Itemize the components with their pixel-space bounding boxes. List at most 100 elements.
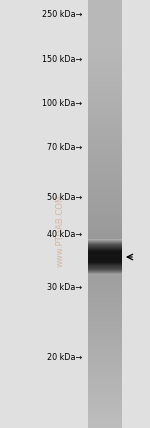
Bar: [88, 373, 122, 374]
Bar: [88, 322, 122, 323]
Bar: [88, 83, 122, 85]
Bar: [88, 8, 122, 9]
Bar: [88, 329, 122, 330]
Bar: [88, 247, 122, 248]
Bar: [88, 132, 122, 133]
Bar: [88, 280, 122, 282]
Bar: [88, 382, 122, 383]
Bar: [88, 48, 122, 49]
Bar: [88, 273, 122, 274]
Bar: [88, 78, 122, 79]
Bar: [88, 199, 122, 200]
Bar: [88, 90, 122, 91]
Bar: [88, 91, 122, 92]
Bar: [88, 94, 122, 95]
Bar: [88, 222, 122, 223]
Bar: [88, 260, 122, 261]
Bar: [88, 76, 122, 77]
Bar: [88, 95, 122, 96]
Bar: [88, 216, 122, 217]
Bar: [88, 284, 122, 285]
Bar: [88, 291, 122, 292]
Bar: [88, 339, 122, 340]
Bar: [88, 313, 122, 315]
Bar: [88, 353, 122, 354]
Bar: [88, 332, 122, 333]
Bar: [88, 357, 122, 359]
Bar: [88, 101, 122, 102]
Bar: [88, 300, 122, 301]
Bar: [88, 263, 122, 265]
Bar: [88, 201, 122, 202]
Bar: [88, 122, 122, 123]
Bar: [88, 115, 122, 116]
Bar: [88, 395, 122, 396]
Bar: [88, 153, 122, 154]
Bar: [88, 29, 122, 30]
Bar: [88, 145, 122, 146]
Bar: [88, 310, 122, 312]
Bar: [88, 198, 122, 199]
Bar: [88, 366, 122, 367]
Bar: [88, 223, 122, 224]
Bar: [88, 416, 122, 417]
Bar: [88, 131, 122, 132]
Bar: [88, 347, 122, 348]
Bar: [88, 23, 122, 24]
Bar: [88, 66, 122, 68]
Bar: [88, 106, 122, 107]
Bar: [88, 317, 122, 318]
Bar: [88, 379, 122, 380]
Bar: [88, 126, 122, 128]
Bar: [88, 412, 122, 413]
Bar: [88, 16, 122, 17]
Bar: [88, 415, 122, 416]
Bar: [88, 123, 122, 124]
Bar: [88, 98, 122, 100]
Bar: [88, 180, 122, 181]
Text: 250 kDa→: 250 kDa→: [42, 9, 82, 18]
Bar: [88, 224, 122, 225]
Bar: [88, 187, 122, 188]
Bar: [88, 61, 122, 62]
Bar: [88, 349, 122, 350]
Bar: [88, 62, 122, 63]
Bar: [88, 262, 122, 263]
Bar: [88, 244, 122, 245]
Bar: [88, 297, 122, 299]
Bar: [88, 119, 122, 120]
Text: 50 kDa→: 50 kDa→: [47, 193, 82, 202]
Bar: [88, 290, 122, 291]
Bar: [88, 376, 122, 377]
Bar: [88, 182, 122, 183]
Bar: [88, 195, 122, 196]
Bar: [88, 38, 122, 39]
Bar: [88, 173, 122, 175]
Bar: [88, 120, 122, 121]
Bar: [88, 321, 122, 322]
Bar: [88, 75, 122, 76]
Bar: [88, 147, 122, 148]
Bar: [88, 134, 122, 135]
Bar: [88, 27, 122, 28]
Bar: [88, 202, 122, 203]
Bar: [88, 111, 122, 113]
Bar: [88, 43, 122, 44]
Bar: [88, 397, 122, 398]
Bar: [88, 334, 122, 335]
Bar: [88, 45, 122, 46]
Bar: [88, 293, 122, 294]
Bar: [88, 179, 122, 180]
Bar: [88, 13, 122, 14]
Bar: [88, 385, 122, 386]
Bar: [88, 278, 122, 279]
Bar: [88, 318, 122, 319]
Bar: [88, 160, 122, 162]
Bar: [88, 162, 122, 163]
Bar: [88, 384, 122, 385]
Bar: [88, 211, 122, 212]
Bar: [88, 392, 122, 393]
Bar: [88, 350, 122, 351]
Bar: [88, 360, 122, 362]
Bar: [88, 232, 122, 233]
